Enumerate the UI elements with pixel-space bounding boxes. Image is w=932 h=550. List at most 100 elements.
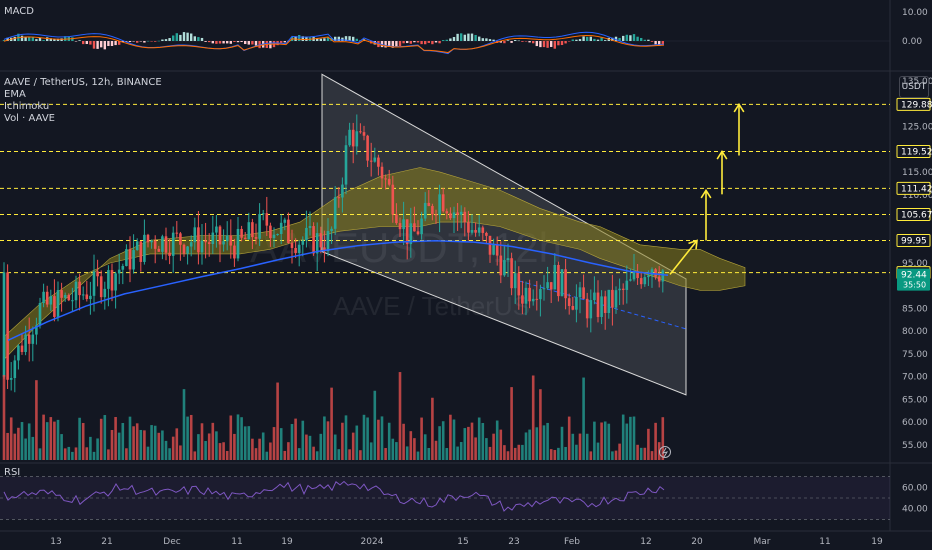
- macd-histogram-bar: [398, 41, 402, 46]
- candle-body: [308, 226, 312, 228]
- time-axis-tick: 11: [231, 537, 242, 547]
- target-arrow-1[interactable]: [669, 239, 698, 275]
- macd-histogram-bar: [492, 39, 495, 41]
- candle-body: [121, 265, 125, 270]
- macd-histogram-bar: [146, 40, 150, 42]
- macd-histogram-bar: [391, 41, 394, 48]
- candle-body: [506, 258, 510, 261]
- volume-bar: [449, 414, 452, 460]
- indicator-ichimoku-label: Ichimoku: [4, 101, 50, 112]
- time-axis-tick: Feb: [564, 537, 580, 547]
- candle-body: [42, 291, 45, 304]
- candle-body: [96, 271, 99, 277]
- candle-body: [211, 232, 215, 244]
- symbol-title: AAVE / TetherUS, 12h, BINANCE: [4, 77, 162, 88]
- candle-body: [110, 270, 114, 291]
- volume-bar: [200, 423, 204, 460]
- macd-histogram-bar: [222, 41, 225, 44]
- macd-histogram-bar: [121, 41, 124, 43]
- volume-bar: [38, 448, 42, 460]
- candle-body: [524, 287, 528, 304]
- candle-body: [161, 236, 164, 252]
- volume-bar: [276, 382, 279, 460]
- candle-body: [71, 300, 74, 302]
- time-axis-tick: 2024: [361, 537, 384, 547]
- volume-bar: [495, 420, 499, 460]
- macd-histogram-bar: [521, 41, 524, 42]
- macd-histogram-bar: [586, 36, 589, 41]
- volume-bar: [297, 448, 301, 460]
- candle-body: [2, 272, 6, 377]
- macd-histogram-bar: [35, 39, 38, 41]
- volume-bar: [524, 432, 528, 460]
- volume-bar: [179, 445, 182, 460]
- macd-histogram-bar: [553, 41, 556, 49]
- volume-bar: [618, 443, 621, 460]
- candle-body: [470, 230, 474, 233]
- macd-histogram-bar: [175, 33, 178, 41]
- volume-bar: [107, 449, 110, 460]
- macd-histogram-bar: [172, 35, 175, 41]
- ema-line[interactable]: [7, 239, 669, 341]
- candle-body: [657, 276, 661, 282]
- candle-body: [89, 295, 92, 300]
- macd-histogram-bar: [578, 39, 582, 41]
- macd-histogram-bar: [445, 39, 448, 41]
- macd-histogram-bar: [658, 41, 661, 46]
- macd-histogram-bar: [233, 41, 236, 43]
- descending-channel[interactable]: [321, 73, 687, 396]
- macd-histogram-bar: [467, 33, 470, 41]
- candle-body: [621, 288, 625, 290]
- macd-histogram-bar: [211, 41, 214, 44]
- macd-histogram-bar: [114, 41, 117, 46]
- macd-line[interactable]: [3, 31, 665, 55]
- candle-body: [567, 298, 571, 306]
- macd-signal-line[interactable]: [3, 34, 665, 54]
- candle-body: [492, 244, 495, 255]
- candle-body: [341, 184, 344, 198]
- macd-histogram-bar: [661, 41, 664, 46]
- macd-histogram-bar: [463, 34, 466, 41]
- candle-body: [103, 288, 107, 298]
- candle-body: [477, 227, 481, 233]
- macd-histogram-bar: [110, 41, 114, 46]
- time-axis-tick: 19: [871, 537, 883, 547]
- macd-histogram-bar: [125, 41, 128, 42]
- macd-histogram-bar: [636, 36, 639, 41]
- macd-histogram-bar: [539, 41, 542, 48]
- macd-histogram-bar: [103, 41, 106, 50]
- macd-histogram-bar: [384, 41, 387, 48]
- price-level-tag: [896, 144, 931, 158]
- lightning-icon[interactable]: [659, 446, 671, 458]
- macd-histogram-bar: [596, 39, 600, 41]
- macd-histogram-bar: [532, 41, 535, 44]
- rsi-line[interactable]: [3, 480, 665, 512]
- macd-histogram-bar: [42, 40, 45, 41]
- rsi-axis-tick: 40.00: [902, 505, 928, 515]
- candle-body: [261, 213, 265, 215]
- candle-body: [521, 295, 524, 304]
- macd-histogram-bar: [78, 40, 81, 41]
- macd-histogram-bar: [218, 41, 222, 44]
- volume-bar: [323, 416, 326, 460]
- volume-bar: [204, 440, 207, 460]
- price-axis-tick: 60.00: [902, 418, 928, 428]
- candle-body: [452, 212, 456, 219]
- candle-body: [9, 378, 13, 380]
- volume-bar: [431, 397, 434, 460]
- volume-bar: [369, 442, 373, 460]
- volume-bar: [355, 425, 359, 460]
- candle-body: [560, 269, 564, 297]
- macd-histogram-bar: [348, 36, 351, 41]
- candle-body: [229, 235, 233, 246]
- volume-bar: [71, 451, 74, 460]
- candle-body: [125, 249, 128, 266]
- volume-bar: [164, 440, 168, 460]
- volume-bar: [405, 446, 409, 460]
- candle-body: [114, 273, 117, 291]
- candle-body: [578, 287, 582, 298]
- currency-button[interactable]: USDT: [899, 76, 929, 98]
- macd-histogram-bar: [244, 41, 247, 45]
- macd-histogram-bar: [420, 41, 423, 45]
